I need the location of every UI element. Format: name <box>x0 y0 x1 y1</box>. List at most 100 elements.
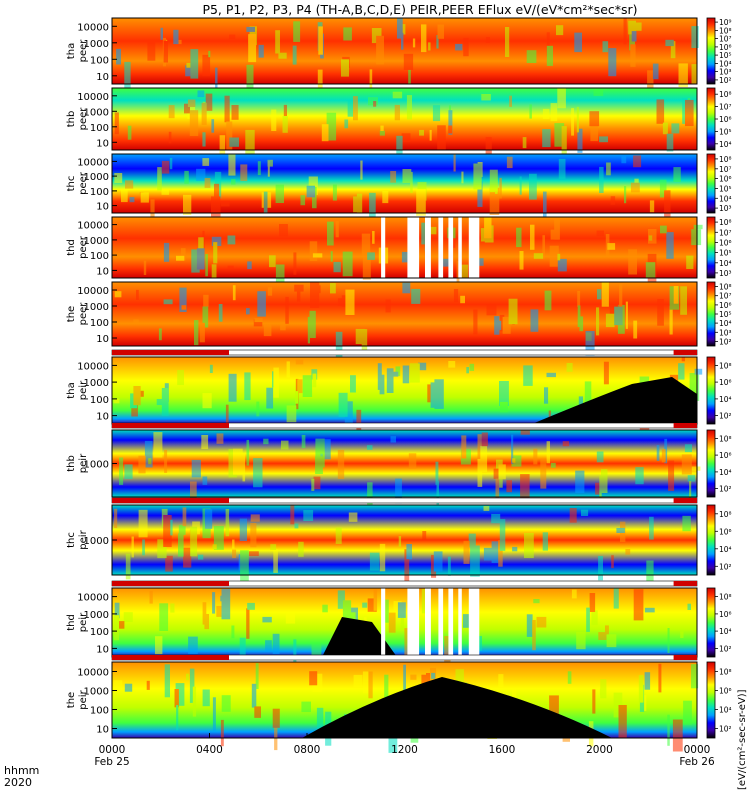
x-tick-label: 0000 <box>99 744 126 756</box>
colorbar-tick-label: 10⁸ <box>719 26 732 35</box>
panel-the-peer: 10000 1000 100 10 the peer 10⁸10⁷10⁶10⁵10⁴10³1… <box>66 281 732 360</box>
no-data-region <box>302 677 612 738</box>
colorbar-tick-label: 10⁷ <box>719 292 732 301</box>
colorbar-tick-label: 10⁹ <box>719 18 732 27</box>
colorbar-tick-label: 10³ <box>719 328 732 337</box>
y-tick-label: 1000 <box>84 378 109 389</box>
mode-flag-bar <box>111 349 698 356</box>
panel-instrument-label: peir <box>78 612 89 632</box>
panel-probe-label: thb <box>66 455 77 472</box>
y-tick-label: 10000 <box>77 668 109 679</box>
panel-frame <box>111 87 698 151</box>
colorbar-tick-label: 10⁴ <box>719 706 732 715</box>
colorbar-tick-label: 10² <box>719 337 732 346</box>
spectrogram-texture <box>113 663 699 753</box>
x-tick-label: 1600 <box>489 744 516 756</box>
y-tick-label: 10 <box>96 202 109 213</box>
data-gap <box>438 217 444 278</box>
spectrogram-texture <box>116 18 699 98</box>
panel-instrument-label: peer <box>78 107 89 131</box>
x-tick-label: 0800 <box>294 744 321 756</box>
y-tick-label: 1000 <box>84 302 109 313</box>
y-tick-label: 1000 <box>84 172 109 183</box>
colorbar-thb-peer: 10⁸ 10⁷ 10⁶ 10⁵ 10⁴ <box>706 87 732 151</box>
panel-instrument-label: peer <box>78 235 89 259</box>
data-gap <box>458 588 462 657</box>
data-gap <box>407 217 420 278</box>
colorbar-tick-label: 10⁴ <box>719 395 732 404</box>
panel-instrument-label: peir <box>78 529 89 549</box>
data-gap <box>458 217 462 278</box>
panel-instrument-label: peir <box>78 689 89 709</box>
y-tick-label: 10 <box>96 644 109 655</box>
colorbar-tick-label: 10² <box>719 76 732 85</box>
colorbar-tick-label: 10⁸ <box>719 155 732 164</box>
colorbar-tick-label: 10⁸ <box>719 593 732 602</box>
colorbar-tick-label: 10⁵ <box>719 184 732 193</box>
y-tick-label: 10000 <box>77 22 109 33</box>
colorbar-tick-label: 10⁴ <box>719 545 732 554</box>
panel-thb-peir: 1000 thb peir 10⁸ 10⁶ 10⁴ 10² <box>66 422 732 511</box>
panel-probe-label: the <box>66 692 77 708</box>
y-tick-label: 1000 <box>84 460 109 471</box>
colorbar-tick-label: 10⁶ <box>719 687 732 696</box>
panel-instrument-label: peer <box>78 39 89 63</box>
spectrogram-texture <box>114 505 691 584</box>
colorbar-thd-peir: 10⁸ 10⁶ 10⁴ 10² <box>706 587 732 658</box>
data-gap <box>381 217 386 278</box>
panel-thd-peir: 10000 1000 100 10 thd peir 10⁸ 10⁶ 10⁴ 10² <box>66 580 732 671</box>
y-tick-label: 10000 <box>77 157 109 168</box>
colorbar-tick-label: 10⁷ <box>719 165 732 174</box>
y-tick-label: 1000 <box>84 536 109 547</box>
panel-probe-label: thc <box>66 176 77 192</box>
colorbar-tick-label: 10⁵ <box>719 51 732 60</box>
y-tick-label: 10 <box>96 72 109 83</box>
data-gap <box>468 217 480 278</box>
y-tick-label: 100 <box>90 251 109 262</box>
panel-probe-label: thd <box>66 239 77 256</box>
y-tick-label: 1000 <box>84 107 109 118</box>
spectrogram-texture <box>119 430 701 511</box>
colorbar-tick-label: 10⁶ <box>719 527 732 536</box>
panel-frame <box>111 216 698 279</box>
colorbar-thb-peir: 10⁸ 10⁶ 10⁴ 10² <box>706 429 732 498</box>
colorbar-tick-label: 10⁸ <box>719 510 732 519</box>
colorbar-tick-label: 10⁸ <box>719 434 732 443</box>
panel-probe-label: thd <box>66 614 77 631</box>
chart-title: P5, P1, P2, P3, P4 (TH-A,B,C,D,E) PEIR,P… <box>202 2 637 17</box>
y-tick-label: 10 <box>96 412 109 423</box>
colorbar-thc-peir: 10⁸ 10⁶ 10⁴ 10² <box>706 504 732 576</box>
colorbar-tick-label: 10⁸ <box>719 90 732 99</box>
y-tick-label: 100 <box>90 187 109 198</box>
colorbar-the-peir: 10⁸ 10⁶ 10⁴ 10² <box>706 661 732 739</box>
colorbar-tha-peir: 10⁸ 10⁶ 10⁴ 10² <box>706 356 732 425</box>
colorbar-tick-label: 10⁷ <box>719 103 732 112</box>
data-gap <box>407 588 420 657</box>
colorbar-tick-label: 10⁶ <box>719 115 732 124</box>
colorbar-tick-label: 10⁴ <box>719 140 732 149</box>
x-axis: hhmm 2020 0000 0400 0800 1200 1600 2000 0000Fe… <box>4 733 715 789</box>
x-tick-label: 0400 <box>196 744 223 756</box>
x-tick-label: 2000 <box>586 744 613 756</box>
data-gap <box>448 588 454 657</box>
mode-flag-bar <box>111 580 698 587</box>
panel-the-peir: 10000 1000 100 10 the peir 10⁸ 10⁶ 10⁴ 10² <box>66 654 732 753</box>
data-gap <box>425 217 431 278</box>
spectrogram-texture <box>114 88 694 156</box>
panel-frame <box>111 281 698 347</box>
colorbar-tick-label: 10⁴ <box>719 627 732 636</box>
y-tick-label: 1000 <box>84 236 109 247</box>
panel-probe-label: thc <box>66 532 77 548</box>
y-tick-label: 1000 <box>84 39 109 50</box>
colorbar-tick-label: 10³ <box>719 269 732 278</box>
panel-frame <box>111 17 698 85</box>
x-axis-label-hhmm: hhmm <box>4 764 39 777</box>
x-date-label: Feb 26 <box>679 756 715 768</box>
colorbar-tick-label: 10⁸ <box>719 283 732 292</box>
panel-probe-label: tha <box>66 382 77 398</box>
